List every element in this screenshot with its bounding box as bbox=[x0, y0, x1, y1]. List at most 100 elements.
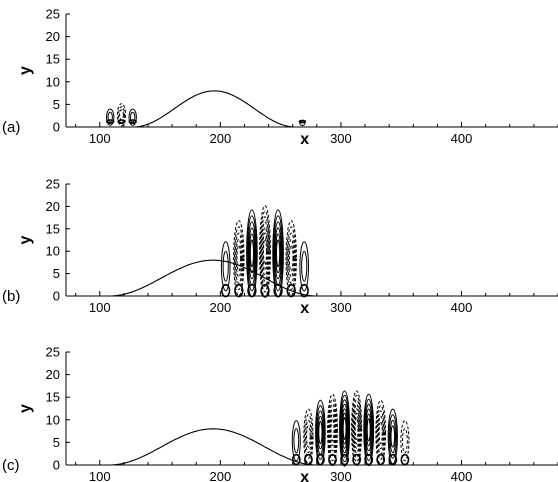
contour-positive bbox=[299, 241, 310, 292]
panel-0: 0 5 10 15 20 25 100 200 300 400 y x (a) bbox=[2, 7, 558, 148]
y-tick-label: 5 bbox=[53, 266, 60, 281]
contour-negative bbox=[259, 210, 271, 293]
contour-negative bbox=[329, 413, 336, 447]
contour-positive bbox=[293, 428, 300, 454]
contour-wall bbox=[105, 119, 115, 125]
contour-positive bbox=[318, 421, 323, 444]
y-tick-label: 25 bbox=[46, 345, 60, 360]
contour-wall bbox=[234, 283, 244, 298]
contour-positive bbox=[249, 239, 254, 268]
x-axis-label: x bbox=[300, 469, 309, 482]
contour-positive bbox=[222, 250, 229, 282]
x-tick-label: 300 bbox=[330, 300, 352, 315]
contour-positive bbox=[106, 108, 115, 126]
y-tick-label: 15 bbox=[46, 390, 60, 405]
x-tick-label: 400 bbox=[451, 300, 473, 315]
contour-positive bbox=[128, 108, 137, 126]
y-tick-label: 5 bbox=[53, 97, 60, 112]
x-tick-label: 200 bbox=[210, 131, 232, 146]
contour-negative bbox=[327, 398, 338, 462]
contour-wall bbox=[400, 453, 410, 466]
panel-label: (b) bbox=[2, 288, 20, 305]
contour-wall bbox=[128, 119, 137, 125]
contour-negative bbox=[303, 408, 314, 465]
contour-positive bbox=[340, 399, 349, 458]
y-tick-label: 20 bbox=[46, 367, 60, 382]
y-tick-label: 0 bbox=[53, 120, 60, 135]
contour-wall bbox=[303, 453, 313, 466]
contour-positive bbox=[342, 412, 348, 445]
contour-negative bbox=[288, 244, 294, 272]
contour-wall bbox=[260, 283, 270, 298]
contour-negative bbox=[376, 405, 386, 460]
contour-negative bbox=[352, 399, 361, 458]
contour-negative bbox=[262, 232, 268, 271]
y-tick-label: 15 bbox=[46, 52, 60, 67]
contour-positive bbox=[249, 233, 255, 274]
contour-negative bbox=[328, 403, 337, 457]
x-tick-label: 200 bbox=[210, 300, 232, 315]
hump-curve bbox=[66, 259, 558, 297]
y-axis-label: y bbox=[17, 66, 34, 75]
contour-negative bbox=[354, 412, 360, 445]
contour-wall bbox=[315, 453, 325, 466]
contour-wall bbox=[299, 283, 309, 298]
contour-negative bbox=[235, 238, 242, 278]
hump-curve bbox=[66, 90, 558, 128]
y-tick-label: 5 bbox=[53, 435, 60, 450]
contour-wall bbox=[273, 283, 283, 298]
contour-positive bbox=[340, 403, 349, 454]
contour-negative bbox=[233, 220, 245, 297]
contour-wall bbox=[291, 453, 301, 466]
contour-negative bbox=[354, 417, 359, 440]
contour-positive bbox=[365, 408, 373, 452]
y-tick-label: 20 bbox=[46, 199, 60, 214]
contour-positive bbox=[246, 215, 257, 292]
contour-wall bbox=[247, 283, 257, 298]
x-tick-label: 100 bbox=[89, 131, 111, 146]
y-tick-label: 25 bbox=[46, 177, 60, 192]
contour-positive bbox=[364, 403, 373, 457]
contour-positive bbox=[107, 111, 113, 123]
contour-wall bbox=[352, 453, 361, 466]
panel-2: 0 5 10 15 20 25 100 200 300 400 y x (c) bbox=[2, 345, 558, 482]
contour-negative bbox=[119, 109, 124, 121]
contour-wall bbox=[286, 283, 296, 298]
contour-wall bbox=[364, 453, 374, 466]
contour-positive bbox=[301, 250, 308, 282]
contour-negative bbox=[304, 414, 313, 459]
x-tick-label: 200 bbox=[210, 469, 232, 482]
y-tick-label: 15 bbox=[46, 221, 60, 236]
contour-negative bbox=[287, 232, 296, 284]
panel-label: (c) bbox=[2, 457, 20, 474]
y-tick-label: 10 bbox=[46, 74, 60, 89]
contour-wall bbox=[388, 453, 398, 466]
contour-negative bbox=[327, 393, 338, 467]
contour-wall bbox=[328, 453, 337, 466]
contour-negative bbox=[400, 420, 410, 462]
contour-negative bbox=[375, 399, 387, 466]
contour-negative bbox=[260, 216, 270, 288]
contour-negative bbox=[402, 428, 408, 454]
contour-negative bbox=[306, 425, 311, 448]
contour-positive bbox=[341, 408, 348, 449]
contour-negative bbox=[259, 205, 271, 298]
contour-positive bbox=[248, 227, 256, 280]
panel-label: (a) bbox=[2, 119, 20, 136]
contour-negative bbox=[261, 227, 269, 277]
contour-positive bbox=[339, 390, 351, 467]
contour-negative bbox=[263, 238, 267, 266]
contour-positive bbox=[220, 241, 231, 292]
contour-positive bbox=[276, 239, 281, 268]
contour-positive bbox=[390, 425, 396, 448]
contour-negative bbox=[329, 408, 336, 452]
x-tick-label: 300 bbox=[330, 469, 352, 482]
panel-1: 0 5 10 15 20 25 100 200 300 400 y x (b) bbox=[2, 177, 558, 317]
contour-positive bbox=[130, 111, 136, 123]
contour-positive bbox=[291, 420, 301, 462]
y-tick-label: 10 bbox=[46, 412, 60, 427]
y-tick-label: 0 bbox=[53, 458, 60, 473]
contour-wall bbox=[117, 119, 126, 125]
y-axis-label: y bbox=[17, 404, 34, 413]
